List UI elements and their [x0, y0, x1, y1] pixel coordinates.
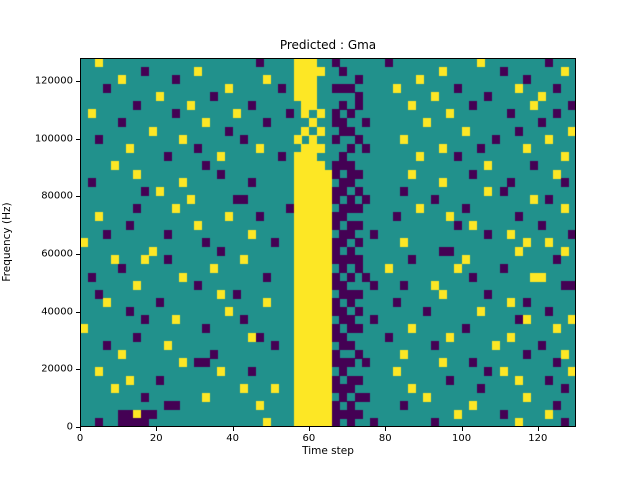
y-tick-mark	[76, 254, 80, 256]
y-tick-mark	[76, 369, 80, 371]
y-tick-label: 40000	[41, 306, 73, 318]
x-tick-mark	[80, 427, 81, 431]
y-tick-mark	[76, 311, 80, 313]
x-tick-label: 20	[149, 433, 163, 444]
y-tick-mark	[76, 138, 80, 140]
x-tick-mark	[461, 427, 463, 431]
heatmap-canvas	[80, 58, 576, 427]
y-tick-label: 0	[66, 421, 73, 433]
y-axis-label: Frequency (Hz)	[1, 202, 13, 282]
y-tick-mark	[76, 196, 80, 198]
x-tick-mark	[537, 427, 539, 431]
x-tick-label: 60	[302, 433, 316, 444]
x-tick-mark	[385, 427, 387, 431]
x-tick-label: 40	[226, 433, 239, 444]
plot-area	[80, 58, 576, 427]
x-tick-mark	[156, 427, 158, 431]
chart-title: Predicted : Gma	[279, 38, 377, 52]
x-tick-mark	[308, 427, 310, 431]
x-tick-mark	[232, 427, 234, 431]
x-tick-label: 0	[76, 433, 84, 444]
y-tick-label: 20000	[41, 363, 73, 375]
y-tick-mark	[76, 427, 80, 428]
y-tick-label: 80000	[41, 190, 73, 202]
x-tick-label: 100	[451, 433, 472, 444]
y-tick-label: 120000	[34, 75, 73, 87]
x-tick-label: 80	[378, 433, 392, 444]
x-tick-label: 120	[528, 433, 548, 444]
x-axis-label: Time step	[302, 445, 354, 457]
y-tick-mark	[76, 81, 80, 83]
y-tick-label: 60000	[41, 248, 73, 260]
y-tick-label: 100000	[34, 133, 73, 145]
